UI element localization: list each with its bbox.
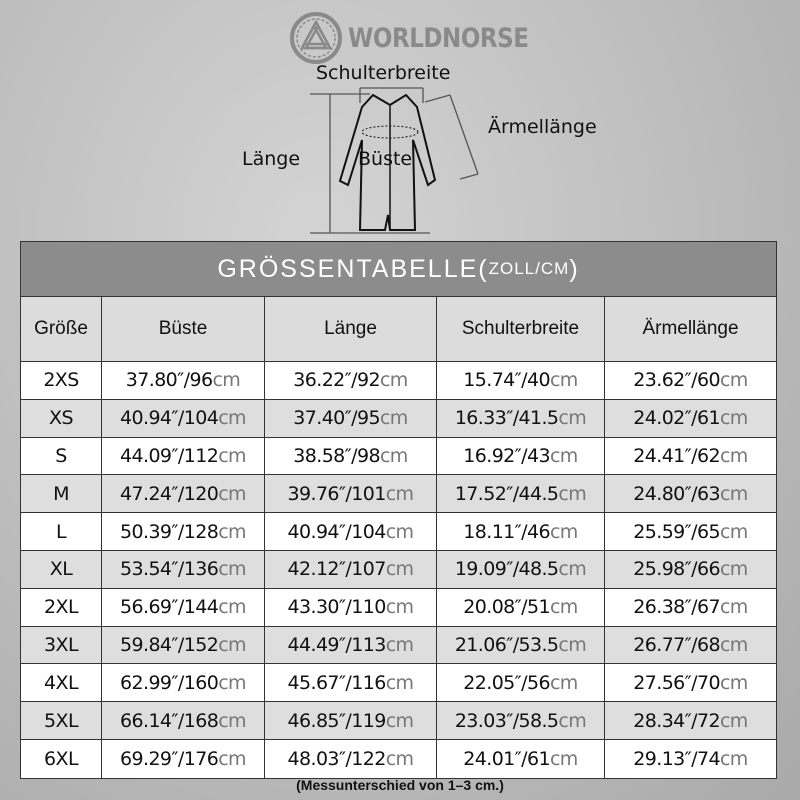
measurement-cell: 29.13″/74 cm <box>633 747 748 770</box>
table-row: S 44.09″/112 cm 38.58″/98 cm 16.92″/43 cm 24.41… <box>21 437 776 476</box>
column-header: Ärmellänge <box>642 318 739 339</box>
table-row: 2XL 56.69″/144 cm 43.30″/110 cm 20.08″/51 cm 26… <box>21 588 776 627</box>
measurement-cell: 17.52″/44.5 cm <box>437 475 605 513</box>
brand-name: WORLDNORSE <box>348 22 529 54</box>
size-cell: 5XL <box>21 702 102 739</box>
measurement-cell: 24.02″/61 cm <box>633 407 748 430</box>
coat-illustration: Büste <box>310 87 479 234</box>
table-row: 4XL 62.99″/160 cm 45.67″/116 cm 22.05″/56 cm 27… <box>21 664 776 703</box>
measurement-cell: 26.77″/68 cm <box>633 633 748 656</box>
measurement-cell: 25.59″/65 cm <box>633 520 748 543</box>
bust-label: Büste <box>358 148 412 170</box>
table-row: M 47.24″/120 cm 39.76″/101 cm 17.52″/44.5 cm 24… <box>21 475 776 514</box>
measurement-cell: 47.24″/120 cm <box>102 475 265 513</box>
measurement-cell: 27.56″/70 cm <box>633 671 748 694</box>
measurement-cell: 62.99″/160 cm <box>102 664 265 702</box>
measurement-cell: 20.08″/51 cm <box>437 588 605 626</box>
measurement-cell: 39.76″/101 cm <box>265 475 437 513</box>
measurement-cell: 45.67″/116 cm <box>265 664 437 702</box>
table-row: 5XL 66.14″/168 cm 46.85″/119 cm 23.03″/58.5 cm… <box>21 702 776 740</box>
size-cell: XL <box>21 550 102 588</box>
column-header: Schulterbreite <box>437 297 605 361</box>
measurement-cell: 25.98″/66 cm <box>633 558 748 581</box>
size-cell: M <box>21 475 102 513</box>
measurement-cell: 37.40″/95 cm <box>265 399 437 437</box>
measurement-cell: 26.38″/67 cm <box>633 596 748 619</box>
size-cell: L <box>21 513 102 550</box>
size-table: GRÖSSENTABELLE(ZOLL/CM) Größe Büste Läng… <box>20 241 777 779</box>
measurement-cell: 53.54″/136 cm <box>102 550 265 588</box>
table-header-row: Größe Büste Länge Schulterbreite Ärmellä… <box>21 297 776 362</box>
table-title: GRÖSSENTABELLE(ZOLL/CM) <box>21 242 776 297</box>
measurement-cell: 28.34″/72 cm <box>633 709 748 732</box>
measurement-cell: 18.11″/46 cm <box>437 513 605 550</box>
measurement-cell: 44.09″/112 cm <box>102 437 265 475</box>
measurement-note: (Messunterschied von 1–3 cm.) <box>296 777 504 793</box>
column-header: Größe <box>21 297 102 361</box>
measurement-cell: 42.12″/107 cm <box>265 550 437 588</box>
size-cell: 4XL <box>21 664 102 702</box>
column-header: Büste <box>102 297 265 361</box>
measurement-cell: 24.80″/63 cm <box>633 482 748 505</box>
column-header: Länge <box>265 297 437 361</box>
measurement-cell: 23.62″/60 cm <box>633 369 748 392</box>
table-row: 6XL 69.29″/176 cm 48.03″/122 cm 24.01″/61 cm 29… <box>21 739 776 778</box>
valknut-circle-icon <box>290 12 342 64</box>
size-cell: 2XL <box>21 588 102 626</box>
brand-logo: WORLDNORSE <box>290 12 560 64</box>
size-cell: 3XL <box>21 626 102 664</box>
measurement-cell: 36.22″/92 cm <box>265 362 437 399</box>
measurement-cell: 56.69″/144 cm <box>102 588 265 626</box>
size-cell: S <box>21 437 102 475</box>
measurement-cell: 22.05″/56 cm <box>437 664 605 702</box>
table-row: L 50.39″/128 cm 40.94″/104 cm 18.11″/46 cm 25.5… <box>21 513 776 551</box>
measurement-cell: 40.94″/104 cm <box>265 513 437 550</box>
measurement-cell: 59.84″/152 cm <box>102 626 265 664</box>
measurement-cell: 37.80″/96 cm <box>102 362 265 399</box>
size-cell: 6XL <box>21 739 102 778</box>
size-cell: 2XS <box>21 362 102 399</box>
measurement-cell: 40.94″/104 cm <box>102 399 265 437</box>
measurement-cell: 43.30″/110 cm <box>265 588 437 626</box>
measurement-cell: 46.85″/119 cm <box>265 702 437 739</box>
measurement-cell: 16.92″/43 cm <box>437 437 605 475</box>
shoulder-label: Schulterbreite <box>316 62 451 84</box>
table-row: XL 53.54″/136 cm 42.12″/107 cm 19.09″/48.5 cm 2… <box>21 550 776 589</box>
measurement-cell: 38.58″/98 cm <box>265 437 437 475</box>
measurement-cell: 15.74″/40 cm <box>437 362 605 399</box>
measurement-cell: 23.03″/58.5 cm <box>437 702 605 739</box>
table-row: 2XS 37.80″/96 cm 36.22″/92 cm 15.74″/40 cm 23.6… <box>21 362 776 400</box>
measurement-cell: 16.33″/41.5 cm <box>437 399 605 437</box>
sleeve-label: Ärmellänge <box>488 116 597 138</box>
measurement-cell: 21.06″/53.5 cm <box>437 626 605 664</box>
measurement-cell: 19.09″/48.5 cm <box>437 550 605 588</box>
measurement-cell: 44.49″/113 cm <box>265 626 437 664</box>
table-row: XS 40.94″/104 cm 37.40″/95 cm 16.33″/41.5 cm 24… <box>21 399 776 438</box>
measurement-cell: 48.03″/122 cm <box>265 739 437 778</box>
measurement-cell: 24.01″/61 cm <box>437 739 605 778</box>
length-label: Länge <box>242 148 301 170</box>
measurement-cell: 50.39″/128 cm <box>102 513 265 550</box>
table-row: 3XL 59.84″/152 cm 44.49″/113 cm 21.06″/53.5 cm… <box>21 626 776 665</box>
size-cell: XS <box>21 399 102 437</box>
measurement-cell: 66.14″/168 cm <box>102 702 265 739</box>
measurement-cell: 24.41″/62 cm <box>633 444 748 467</box>
measurement-cell: 69.29″/176 cm <box>102 739 265 778</box>
